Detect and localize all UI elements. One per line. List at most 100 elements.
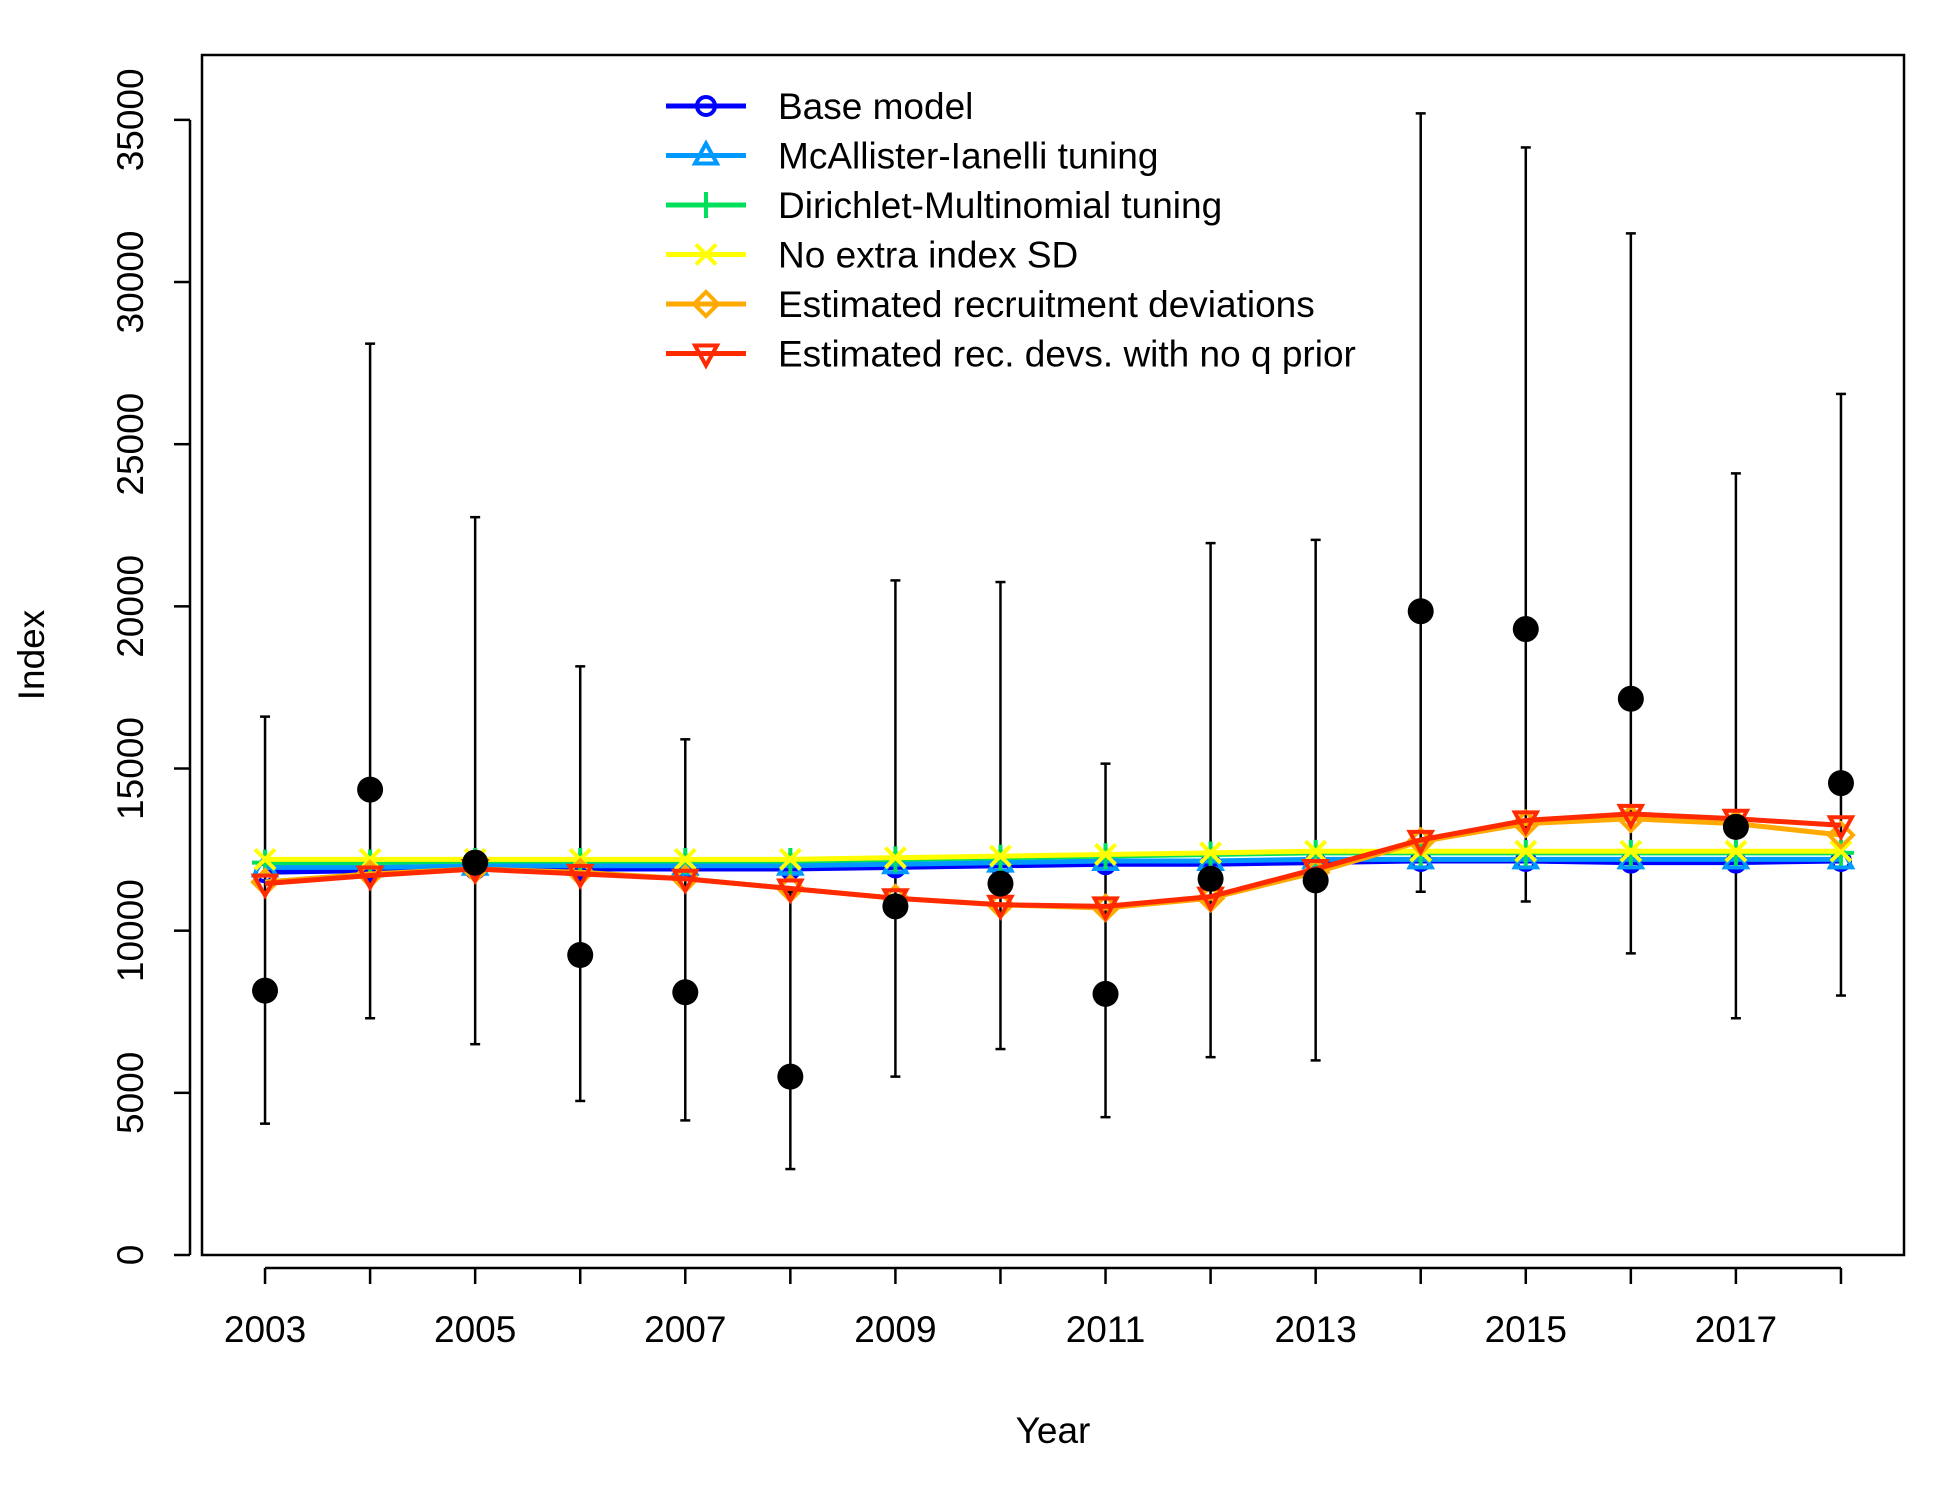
legend-label: Dirichlet-Multinomial tuning	[778, 185, 1222, 226]
series-point	[1094, 843, 1117, 866]
series-point	[1826, 815, 1856, 842]
series-point	[670, 868, 700, 895]
series-point	[1304, 839, 1328, 863]
legend-marker	[691, 139, 721, 166]
error-bar-2013	[1310, 538, 1321, 1062]
series-point	[986, 894, 1015, 921]
series-point	[1514, 839, 1538, 863]
legend: Base model McAllister-Ianelli tuning Diric…	[666, 86, 1356, 375]
legend-entry-4: No extra index SD	[666, 235, 1078, 276]
x-tick-label-2017: 2017	[1695, 1309, 1777, 1350]
error-bar-2008	[785, 890, 796, 1171]
series-4	[253, 839, 1853, 871]
series-line	[265, 856, 1841, 870]
x-tick-label-2003: 2003	[224, 1309, 306, 1350]
x-tick-label-2013: 2013	[1274, 1309, 1356, 1350]
series-point	[1616, 803, 1646, 831]
legend-label: Estimated recruitment deviations	[778, 284, 1315, 325]
error-bar-2014	[1415, 112, 1426, 894]
axes: 2003 2005 2007 2009 2011 2013 2015 2017 0 5000 100…	[110, 68, 1843, 1350]
legend-entry-3: Dirichlet-Multinomial tuning	[666, 185, 1222, 226]
series-point	[250, 873, 280, 900]
legend-marker	[691, 343, 721, 370]
error-bar-2018	[1835, 392, 1846, 997]
error-bar-2009	[890, 579, 901, 1078]
series-point	[1829, 839, 1853, 863]
error-bar-2003	[260, 715, 271, 1125]
error-bar-2005	[470, 515, 481, 1046]
observed-point-2013	[1302, 867, 1329, 894]
series-lines	[250, 803, 1856, 923]
observed-point-2011	[1092, 980, 1119, 1007]
legend-marker	[694, 243, 718, 266]
legend-label: Base model	[778, 86, 973, 127]
observed-point-2005	[462, 849, 489, 876]
observed-point-2006	[567, 942, 594, 968]
y-tick-label-0: 0	[110, 1245, 151, 1266]
y-tick-label-30000: 30000	[110, 231, 151, 334]
series-point	[355, 865, 385, 892]
legend-entry-1: Base model	[666, 86, 973, 127]
legend-marker	[695, 95, 717, 117]
series-point	[1826, 820, 1856, 850]
legend-entry-6: Estimated rec. devs. with no q prior	[666, 334, 1356, 375]
series-point	[775, 878, 805, 905]
error-bar-2015	[1520, 146, 1531, 903]
series-point	[883, 846, 907, 870]
series-point	[989, 844, 1012, 868]
legend-marker	[693, 192, 719, 218]
x-axis-title: Year	[1016, 1410, 1091, 1451]
observed-point-2007	[672, 979, 699, 1006]
legend-label: McAllister-Ianelli tuning	[778, 136, 1158, 177]
error-bar-2007	[680, 738, 691, 1122]
series-point	[1724, 839, 1748, 863]
y-axis-title: Index	[11, 609, 52, 700]
x-tick-label-2011: 2011	[1066, 1309, 1146, 1350]
x-tick-label-2015: 2015	[1485, 1309, 1567, 1350]
error-bar-2017	[1730, 472, 1741, 1020]
series-line	[264, 811, 1842, 909]
observed-point-2003	[252, 977, 279, 1004]
legend-entry-5: Estimated recruitment deviations	[666, 284, 1315, 325]
y-tick-label-15000: 15000	[110, 717, 151, 820]
observed-point-2018	[1827, 770, 1854, 797]
observed-point-2014	[1407, 598, 1434, 625]
y-tick-label-35000: 35000	[110, 68, 151, 171]
series-point	[1511, 810, 1541, 837]
legend-marker	[691, 289, 721, 319]
x-tick-label-2007: 2007	[644, 1309, 726, 1350]
series-point	[673, 847, 697, 871]
series-point	[1619, 839, 1643, 863]
observed-point-2015	[1512, 616, 1539, 643]
legend-entry-2: McAllister-Ianelli tuning	[666, 136, 1158, 177]
x-tick-label-2005: 2005	[434, 1309, 516, 1350]
y-tick-label-5000: 5000	[110, 1052, 151, 1134]
series-line	[265, 848, 1841, 862]
series-point	[253, 847, 277, 871]
observed-point-2016	[1617, 685, 1644, 712]
series-point	[565, 863, 595, 891]
series-point	[778, 847, 802, 871]
legend-label: No extra index SD	[778, 235, 1078, 276]
observed-point-2008	[777, 1063, 804, 1090]
error-bar-2011	[1100, 762, 1111, 1119]
y-tick-label-25000: 25000	[110, 393, 151, 496]
error-bar-2012	[1205, 541, 1216, 1059]
legend-label: Estimated rec. devs. with no q prior	[778, 334, 1356, 375]
plot-frame	[200, 53, 1906, 1257]
y-tick-label-10000: 10000	[110, 879, 151, 982]
observed-point-2009	[882, 893, 909, 920]
observed-points	[252, 598, 1854, 1090]
series-point	[1199, 841, 1223, 865]
y-tick-label-20000: 20000	[110, 555, 151, 658]
observed-point-2010	[987, 870, 1014, 897]
series-point	[1091, 896, 1120, 923]
x-tick-label-2009: 2009	[854, 1309, 936, 1350]
observed-point-2004	[357, 776, 384, 803]
error-bar-2010	[995, 580, 1006, 1051]
observed-point-2012	[1197, 865, 1224, 892]
observed-point-2017	[1722, 813, 1749, 840]
series-point	[1406, 829, 1436, 857]
error-bar-2004	[365, 342, 376, 1020]
